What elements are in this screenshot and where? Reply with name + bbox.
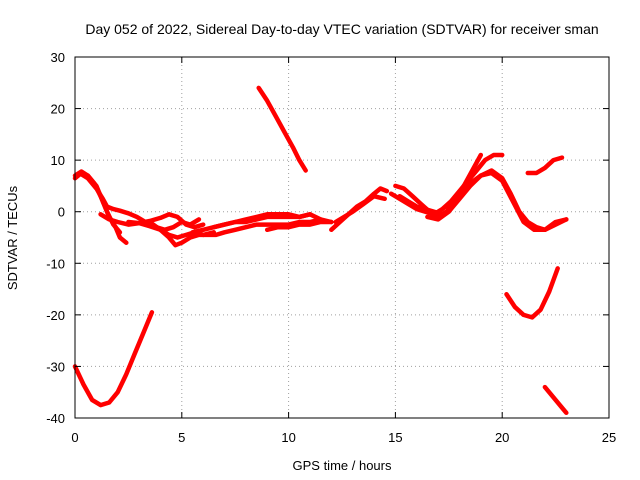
series-line-arc-12	[333, 193, 387, 225]
series-line-arc-5	[126, 212, 206, 230]
y-tick-label: -10	[46, 256, 65, 271]
x-tick-label: 0	[71, 430, 78, 445]
y-tick-label: -30	[46, 359, 65, 374]
series-line-arc-18	[72, 310, 155, 408]
series-line-arc-6	[147, 217, 334, 248]
y-tick-label: 30	[51, 50, 65, 65]
series-line-arc-17	[525, 155, 565, 176]
series-layer	[72, 85, 569, 416]
x-tick-label: 15	[388, 430, 402, 445]
series-line-arc-19	[504, 266, 560, 320]
series-line-arc-3	[77, 170, 202, 233]
tick-layer: 0 5 10 15 20 25 -40 -30 -20 -10 0 10 20 30	[46, 50, 616, 445]
x-tick-label: 25	[602, 430, 616, 445]
y-tick-label: 0	[58, 205, 65, 220]
series-line-arc-20	[542, 384, 569, 416]
y-axis-label: SDTVAR / TECUs	[5, 185, 20, 290]
chart-title: Day 052 of 2022, Sidereal Day-to-day VTE…	[85, 21, 598, 37]
y-tick-label: 10	[51, 153, 65, 168]
plot-frame	[74, 56, 610, 419]
x-axis-label: GPS time / hours	[293, 458, 392, 473]
x-tick-label: 10	[281, 430, 295, 445]
y-tick-label: -20	[46, 308, 65, 323]
x-tick-label: 20	[495, 430, 509, 445]
y-tick-label: 20	[51, 102, 65, 117]
series-line-arc-10	[264, 219, 334, 233]
y-tick-label: -40	[46, 411, 65, 426]
series-line-arc-9	[256, 85, 308, 173]
series-line-arc-8	[211, 212, 323, 230]
series-line-arc-16	[425, 170, 569, 233]
x-tick-label: 5	[178, 430, 185, 445]
